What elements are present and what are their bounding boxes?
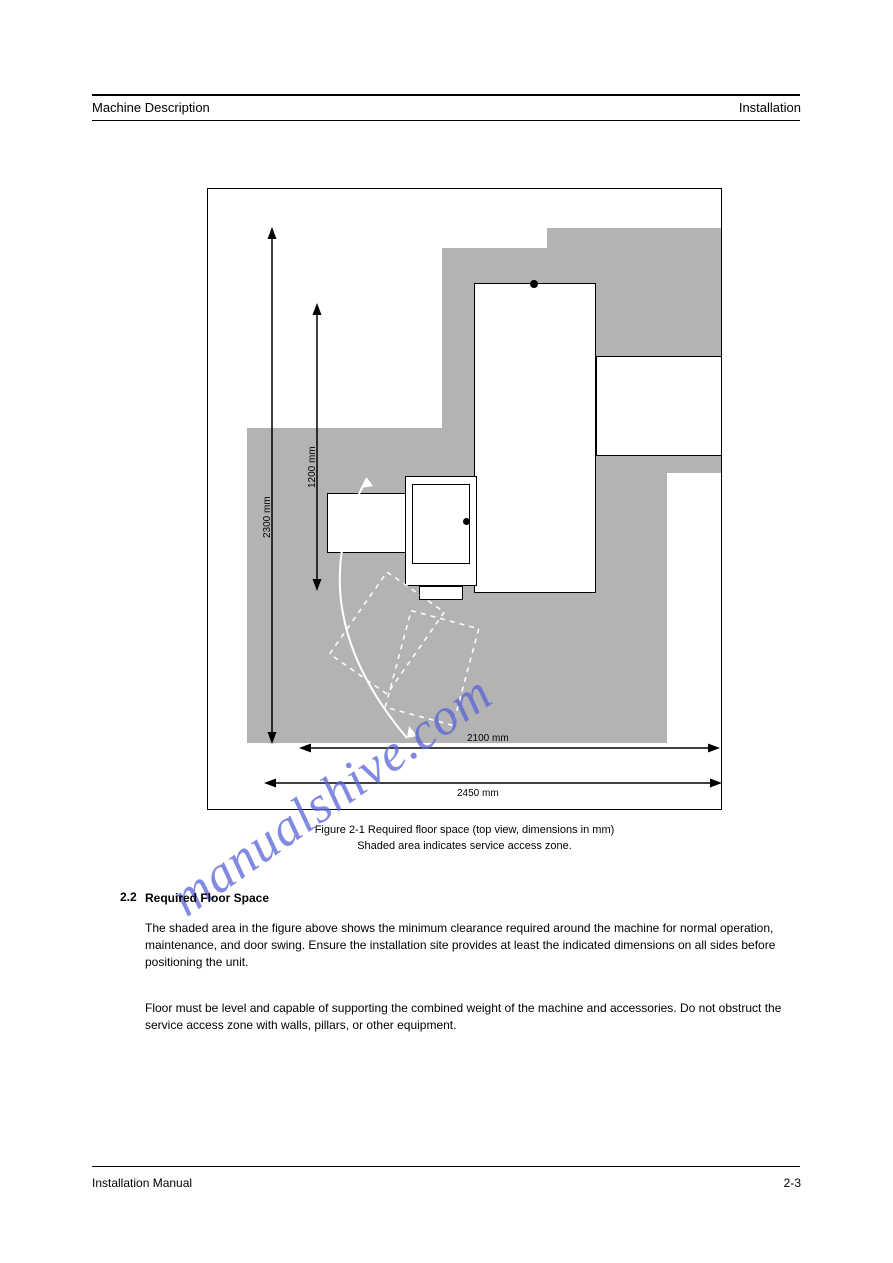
figure-caption-line2: Shaded area indicates service access zon… xyxy=(207,840,722,852)
section-number: 2.2 xyxy=(120,890,137,904)
footer-left-text: Installation Manual xyxy=(92,1176,192,1190)
body-paragraph-1: The shaded area in the figure above show… xyxy=(145,920,785,970)
footer-rule xyxy=(92,1166,800,1167)
floor-space-figure: 2300 mm 1200 mm 2100 mm 2450 mm xyxy=(207,188,722,810)
header-rule-top xyxy=(92,94,800,96)
figure-border xyxy=(207,188,722,810)
figure-caption-line1: Figure 2-1 Required floor space (top vie… xyxy=(207,824,722,836)
header-left-text: Machine Description xyxy=(92,100,210,115)
footer-right-text: 2-3 xyxy=(784,1176,801,1190)
header-rule-bottom xyxy=(92,120,800,121)
header-right-text: Installation xyxy=(739,100,801,115)
section-title: Required Floor Space xyxy=(145,890,785,907)
body-paragraph-2: Floor must be level and capable of suppo… xyxy=(145,1000,785,1034)
